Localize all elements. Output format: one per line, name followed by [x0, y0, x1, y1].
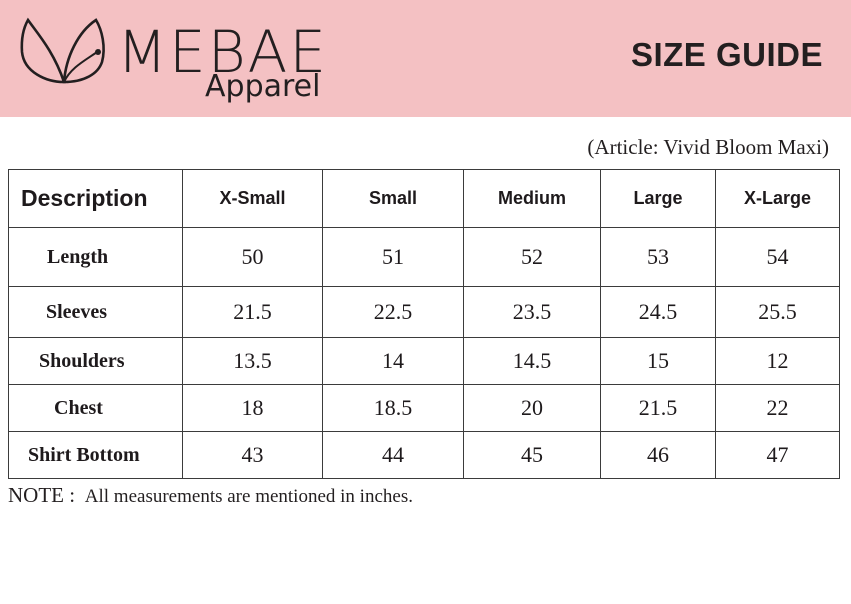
table-row: Chest 18 18.5 20 21.5 22 [8, 384, 840, 432]
header-banner: MEBAE Apparel SIZE GUIDE [0, 0, 851, 117]
note-label: NOTE : [8, 483, 76, 507]
table-cell: 23.5 [463, 286, 601, 338]
table-cell: 51 [322, 227, 464, 287]
butterfly-logo-icon [20, 17, 105, 84]
column-header-x-small: X-Small [182, 169, 323, 228]
table-cell: 25.5 [715, 286, 840, 338]
table-cell: 20 [463, 384, 601, 432]
column-header-x-large: X-Large [715, 169, 840, 228]
table-cell: 14.5 [463, 337, 601, 385]
article-label: (Article: Vivid Bloom Maxi) [587, 135, 829, 159]
table-cell: 50 [182, 227, 323, 287]
table-row: Length 50 51 52 53 54 [8, 227, 840, 287]
column-header-description: Description [8, 169, 183, 228]
table-cell: 47 [715, 431, 840, 479]
row-label: Length [8, 227, 183, 287]
row-label: Sleeves [8, 286, 183, 338]
table-cell: 18.5 [322, 384, 464, 432]
table-header-row: Description X-Small Small Medium Large X… [8, 169, 840, 228]
brand-logo: MEBAE Apparel [16, 12, 326, 107]
table-cell: 22 [715, 384, 840, 432]
table-cell: 14 [322, 337, 464, 385]
table-row: Sleeves 21.5 22.5 23.5 24.5 25.5 [8, 286, 840, 338]
table-cell: 12 [715, 337, 840, 385]
table-cell: 22.5 [322, 286, 464, 338]
table-cell: 53 [600, 227, 716, 287]
table-row: Shirt Bottom 43 44 45 46 47 [8, 431, 840, 479]
row-label: Shoulders [8, 337, 183, 385]
page-title: SIZE GUIDE [630, 36, 823, 73]
table-cell: 13.5 [182, 337, 323, 385]
table-cell: 24.5 [600, 286, 716, 338]
table-cell: 15 [600, 337, 716, 385]
row-label: Shirt Bottom [8, 431, 183, 479]
table-cell: 18 [182, 384, 323, 432]
table-cell: 52 [463, 227, 601, 287]
size-table: Description X-Small Small Medium Large X… [8, 169, 840, 479]
table-cell: 21.5 [182, 286, 323, 338]
brand-name: MEBAE [117, 18, 328, 86]
table-cell: 43 [182, 431, 323, 479]
table-cell: 44 [322, 431, 464, 479]
table-cell: 45 [463, 431, 601, 479]
table-cell: 46 [600, 431, 716, 479]
measurement-note: NOTE : All measurements are mentioned in… [8, 483, 413, 507]
column-header-large: Large [600, 169, 716, 228]
table-cell: 21.5 [600, 384, 716, 432]
column-header-small: Small [322, 169, 464, 228]
brand-subtitle: Apparel [205, 69, 321, 104]
row-label: Chest [8, 384, 183, 432]
column-header-medium: Medium [463, 169, 601, 228]
table-cell: 54 [715, 227, 840, 287]
table-row: Shoulders 13.5 14 14.5 15 12 [8, 337, 840, 385]
note-text: All measurements are mentioned in inches… [84, 486, 413, 507]
